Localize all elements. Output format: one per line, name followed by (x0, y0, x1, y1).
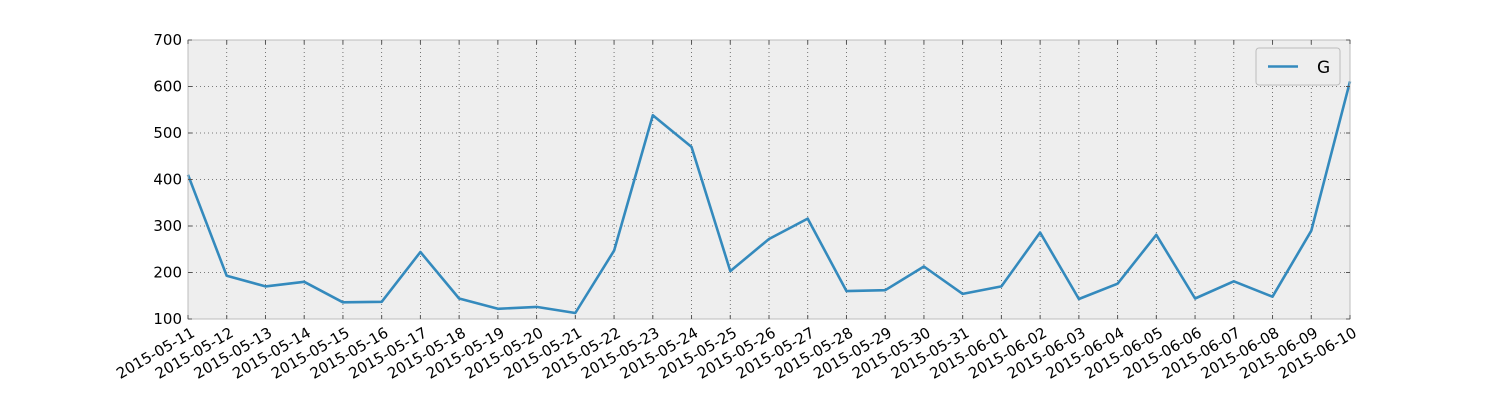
y-tick-label: 300 (153, 217, 182, 235)
y-tick-label: 600 (153, 78, 182, 96)
legend-label: G (1317, 58, 1330, 78)
y-tick-label: 400 (153, 171, 182, 189)
series-line (186, 81, 1352, 315)
y-tick-label: 100 (153, 310, 182, 328)
legend: G (1255, 47, 1341, 86)
y-tick-label: 500 (153, 124, 182, 142)
y-tick-label: 700 (153, 31, 182, 49)
series-layer (186, 81, 1352, 315)
grid (188, 40, 1350, 319)
y-tick-label: 200 (153, 264, 182, 282)
